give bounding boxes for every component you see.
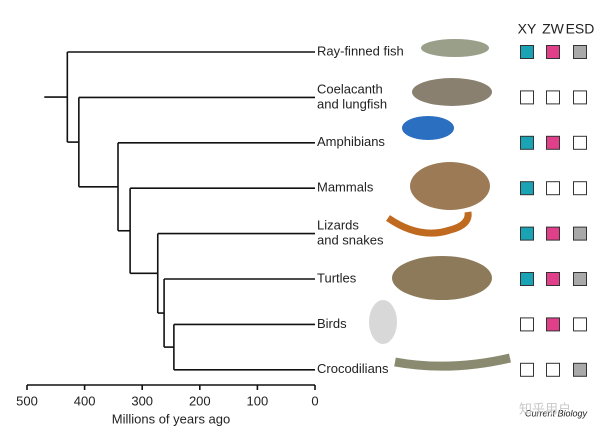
trait-box <box>520 90 534 105</box>
taxon-label: Amphibians <box>317 134 385 149</box>
trait-box <box>546 90 560 105</box>
trait-box <box>546 226 560 241</box>
x-tick-label: 300 <box>131 393 153 408</box>
x-tick-label: 200 <box>189 393 211 408</box>
gull-photo <box>369 300 397 344</box>
trait-box <box>546 181 560 196</box>
credit: Current Biology <box>525 408 588 418</box>
trait-box <box>520 181 534 196</box>
trait-box <box>573 272 587 286</box>
trait-box <box>573 181 587 196</box>
trait-box <box>573 226 587 241</box>
trait-box <box>573 135 587 150</box>
trait-box <box>546 317 560 332</box>
trait-box <box>573 317 587 332</box>
trait-box <box>573 45 587 59</box>
trait-box <box>546 272 560 286</box>
trait-box <box>520 135 534 150</box>
taxon-label: and snakes <box>317 233 384 248</box>
taxon-label: Coelacanth <box>317 81 383 96</box>
x-tick-label: 0 <box>311 393 318 408</box>
trait-box <box>520 226 534 241</box>
x-tick-label: 400 <box>74 393 96 408</box>
column-header: ESD <box>566 21 595 37</box>
column-header: ZW <box>542 21 565 37</box>
taxon-label: Turtles <box>317 270 357 285</box>
animal-photos <box>369 39 512 371</box>
frog-photo <box>402 116 454 140</box>
trait-box <box>573 362 587 377</box>
trait-box <box>546 135 560 150</box>
bear-photo <box>410 162 490 210</box>
trait-box <box>520 272 534 286</box>
croc-photo <box>394 353 512 371</box>
x-tick-label: 500 <box>16 393 38 408</box>
trait-box <box>546 45 560 59</box>
trait-box <box>520 362 534 377</box>
taxon-label: and lungfish <box>317 96 387 111</box>
taxon-label: Lizards <box>317 218 359 233</box>
trait-box <box>573 90 587 105</box>
fish-photo <box>421 39 489 57</box>
trait-box <box>546 362 560 377</box>
column-header: XY <box>518 21 537 37</box>
coelacanth-photo <box>412 78 492 106</box>
lizard-photo <box>386 211 472 237</box>
taxon-label: Crocodilians <box>317 361 389 376</box>
taxon-label: Mammals <box>317 180 374 195</box>
tortoise-photo <box>392 256 492 300</box>
trait-box <box>520 317 534 332</box>
watermark: 知乎用户 <box>519 401 571 416</box>
taxon-label: Birds <box>317 316 347 331</box>
taxon-label: Ray-finned fish <box>317 43 404 58</box>
trait-box <box>520 45 534 59</box>
x-axis-label: Millions of years ago <box>112 411 231 426</box>
x-tick-label: 100 <box>247 393 269 408</box>
